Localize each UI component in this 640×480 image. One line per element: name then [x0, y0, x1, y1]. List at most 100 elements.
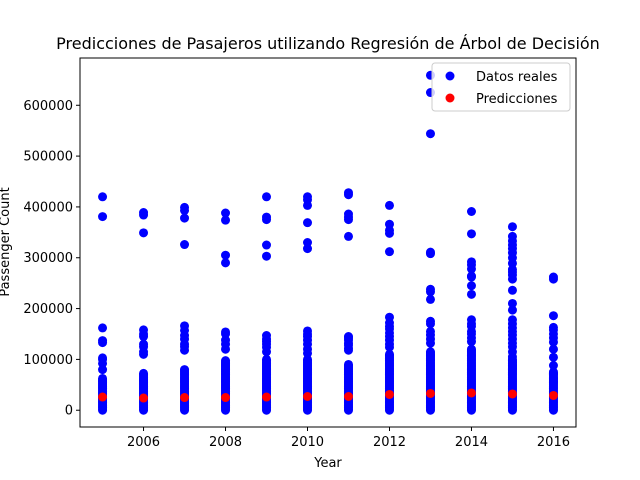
datos-reales-cluster — [507, 222, 517, 415]
datos-reales-point — [343, 345, 353, 355]
datos-reales-point — [466, 289, 476, 299]
datos-reales-point — [303, 200, 313, 210]
datos-reales-point — [98, 323, 108, 333]
datos-reales-point — [384, 200, 394, 210]
datos-reales-point — [507, 298, 517, 308]
datos-reales-point — [466, 264, 476, 274]
points-layer — [98, 70, 558, 415]
y-axis-ticks: 0 100000 200000 300000 400000 500000 600000 — [23, 99, 80, 419]
y-tick-label: 200000 — [23, 302, 73, 317]
datos-reales-point — [425, 319, 435, 329]
legend-marker-datos-reales — [445, 71, 455, 81]
datos-reales-point — [139, 210, 149, 220]
predicciones-point — [262, 392, 272, 402]
datos-reales-point — [221, 215, 231, 225]
datos-reales-cluster — [384, 200, 394, 415]
datos-reales-point — [98, 212, 108, 222]
datos-reales-point — [425, 129, 435, 139]
y-tick-label: 500000 — [23, 150, 73, 165]
x-tick-label: 2012 — [373, 435, 406, 450]
datos-reales-point — [343, 190, 353, 200]
datos-reales-point — [303, 244, 313, 254]
datos-reales-point — [384, 342, 394, 352]
datos-reales-point — [139, 332, 149, 342]
datos-reales-point — [180, 365, 190, 375]
datos-reales-point — [221, 208, 231, 218]
x-tick-label: 2014 — [455, 435, 488, 450]
datos-reales-point — [262, 192, 272, 202]
datos-reales-point — [262, 251, 272, 261]
x-axis-label: Year — [313, 456, 342, 471]
y-tick-label: 0 — [65, 404, 73, 419]
datos-reales-point — [548, 311, 558, 321]
predicciones-point — [98, 392, 108, 402]
y-tick-label: 100000 — [23, 353, 73, 368]
x-axis-ticks: 2006 2008 2010 2012 2014 2016 — [127, 427, 570, 450]
datos-reales-point — [425, 294, 435, 304]
datos-reales-point — [548, 352, 558, 362]
predicciones-point — [139, 393, 149, 403]
x-tick-label: 2010 — [291, 435, 324, 450]
datos-reales-point — [139, 228, 149, 238]
datos-reales-point — [425, 347, 435, 357]
datos-reales-point — [425, 287, 435, 297]
datos-reales-point — [507, 285, 517, 295]
datos-reales-point — [548, 344, 558, 354]
datos-reales-point — [139, 349, 149, 359]
legend-label-predicciones: Predicciones — [476, 92, 558, 107]
datos-reales-point — [425, 249, 435, 259]
datos-reales-point — [262, 354, 272, 364]
datos-reales-point — [384, 349, 394, 359]
datos-reales-point — [303, 218, 313, 228]
datos-reales-point — [507, 222, 517, 232]
datos-reales-point — [343, 359, 353, 369]
datos-reales-point — [466, 337, 476, 347]
datos-reales-point — [98, 192, 108, 202]
datos-reales-point — [548, 337, 558, 347]
datos-reales-point — [466, 344, 476, 354]
datos-reales-point — [507, 305, 517, 315]
datos-reales-point — [98, 373, 108, 383]
datos-reales-point — [262, 347, 272, 357]
datos-reales-point — [98, 365, 108, 375]
predicciones-point — [343, 392, 353, 402]
datos-reales-point — [466, 206, 476, 216]
datos-reales-point — [139, 368, 149, 378]
chart-title: Predicciones de Pasajeros utilizando Reg… — [56, 34, 600, 53]
x-tick-label: 2006 — [127, 435, 160, 450]
predicciones-point — [384, 389, 394, 399]
datos-reales-point — [221, 258, 231, 268]
legend-label-datos-reales: Datos reales — [476, 70, 558, 85]
datos-reales-point — [180, 345, 190, 355]
datos-reales-point — [507, 364, 517, 374]
datos-reales-point — [180, 240, 190, 250]
datos-reales-point — [180, 213, 190, 223]
predicciones-point — [466, 388, 476, 398]
legend-marker-predicciones — [445, 93, 455, 103]
y-tick-label: 600000 — [23, 99, 73, 114]
datos-reales-point — [343, 231, 353, 241]
datos-reales-point — [466, 281, 476, 291]
datos-reales-point — [98, 338, 108, 348]
predicciones-point — [548, 390, 558, 400]
datos-reales-point — [425, 338, 435, 348]
x-tick-label: 2016 — [537, 435, 570, 450]
plot-area — [80, 58, 576, 427]
datos-reales-point — [343, 215, 353, 225]
datos-reales-point — [221, 344, 231, 354]
y-tick-label: 400000 — [23, 200, 73, 215]
predicciones-point — [303, 392, 313, 402]
datos-reales-point — [262, 240, 272, 250]
datos-reales-point — [507, 274, 517, 284]
x-tick-label: 2008 — [209, 435, 242, 450]
predicciones-point — [180, 393, 190, 403]
datos-reales-point — [180, 205, 190, 215]
y-axis-label: Passenger Count — [0, 187, 13, 296]
plot-frame — [79, 57, 577, 428]
datos-reales-point — [262, 215, 272, 225]
datos-reales-point — [548, 274, 558, 284]
datos-reales-point — [221, 250, 231, 260]
datos-reales-point — [548, 377, 558, 387]
predicciones-point — [221, 393, 231, 403]
